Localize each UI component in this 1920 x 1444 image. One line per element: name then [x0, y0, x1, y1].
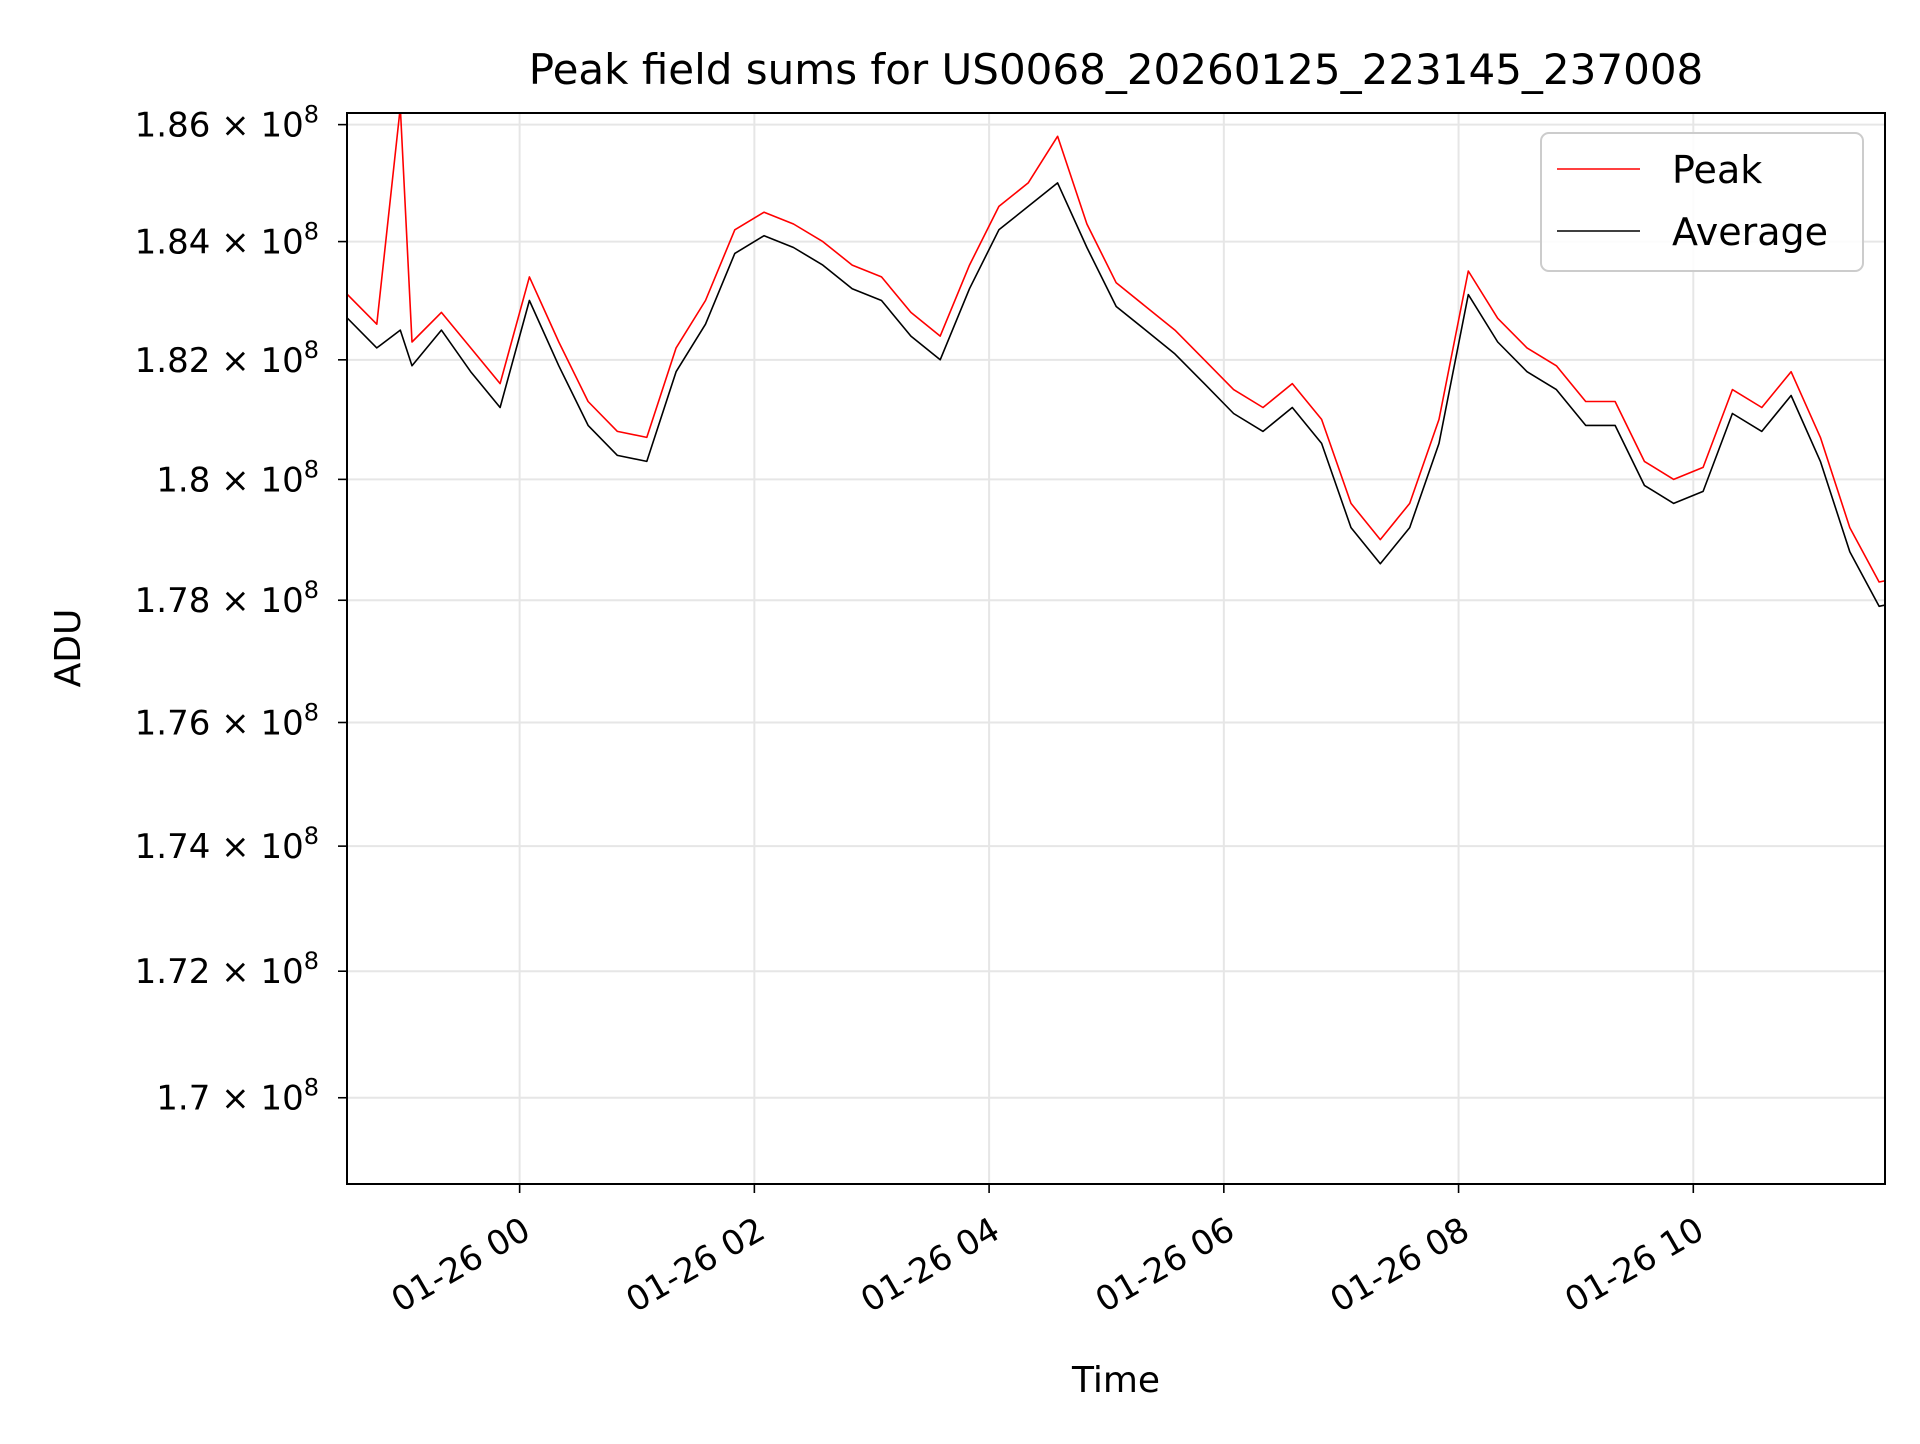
legend: Peak Average — [1541, 133, 1863, 271]
y-tick-label: 1.76 × 108 — [135, 698, 319, 743]
y-tick-label-base: 1.7 × 10 — [156, 1079, 303, 1119]
y-tick-label: 1.82 × 108 — [135, 336, 319, 381]
y-tick-label: 1.8 × 108 — [156, 455, 319, 500]
y-tick-label-base: 1.86 × 10 — [135, 106, 304, 146]
y-tick-label-exponent: 8 — [304, 336, 319, 364]
y-tick-label: 1.86 × 108 — [135, 101, 319, 146]
y-tick-label: 1.7 × 108 — [156, 1074, 319, 1119]
y-tick-label-exponent: 8 — [304, 698, 319, 726]
y-tick-label: 1.72 × 108 — [135, 947, 319, 992]
y-tick-label-base: 1.72 × 10 — [135, 952, 304, 992]
y-tick-label-exponent: 8 — [304, 1074, 319, 1102]
y-tick-label-base: 1.84 × 10 — [135, 223, 304, 263]
y-tick-label-exponent: 8 — [304, 822, 319, 850]
chart-title: Peak field sums for US0068_20260125_2231… — [529, 45, 1704, 94]
y-tick-label-base: 1.74 × 10 — [135, 827, 304, 867]
y-tick-label-base: 1.82 × 10 — [135, 341, 304, 381]
y-tick-label-exponent: 8 — [304, 947, 319, 975]
y-tick-label-base: 1.8 × 10 — [156, 460, 303, 500]
y-tick-label-exponent: 8 — [304, 101, 319, 129]
legend-label-average: Average — [1672, 210, 1828, 254]
y-tick-label-exponent: 8 — [304, 218, 319, 246]
y-tick-label: 1.74 × 108 — [135, 822, 319, 867]
y-tick-label: 1.78 × 108 — [135, 576, 319, 621]
y-tick-label: 1.84 × 108 — [135, 218, 319, 263]
y-axis-label: ADU — [48, 609, 89, 688]
y-tick-label-base: 1.78 × 10 — [135, 581, 304, 621]
y-tick-label-exponent: 8 — [304, 455, 319, 483]
y-tick-label-base: 1.76 × 10 — [135, 703, 304, 743]
y-tick-label-exponent: 8 — [304, 576, 319, 604]
x-axis-label: Time — [1071, 1360, 1160, 1401]
plot-area — [347, 113, 1885, 1184]
legend-label-peak: Peak — [1672, 148, 1762, 192]
